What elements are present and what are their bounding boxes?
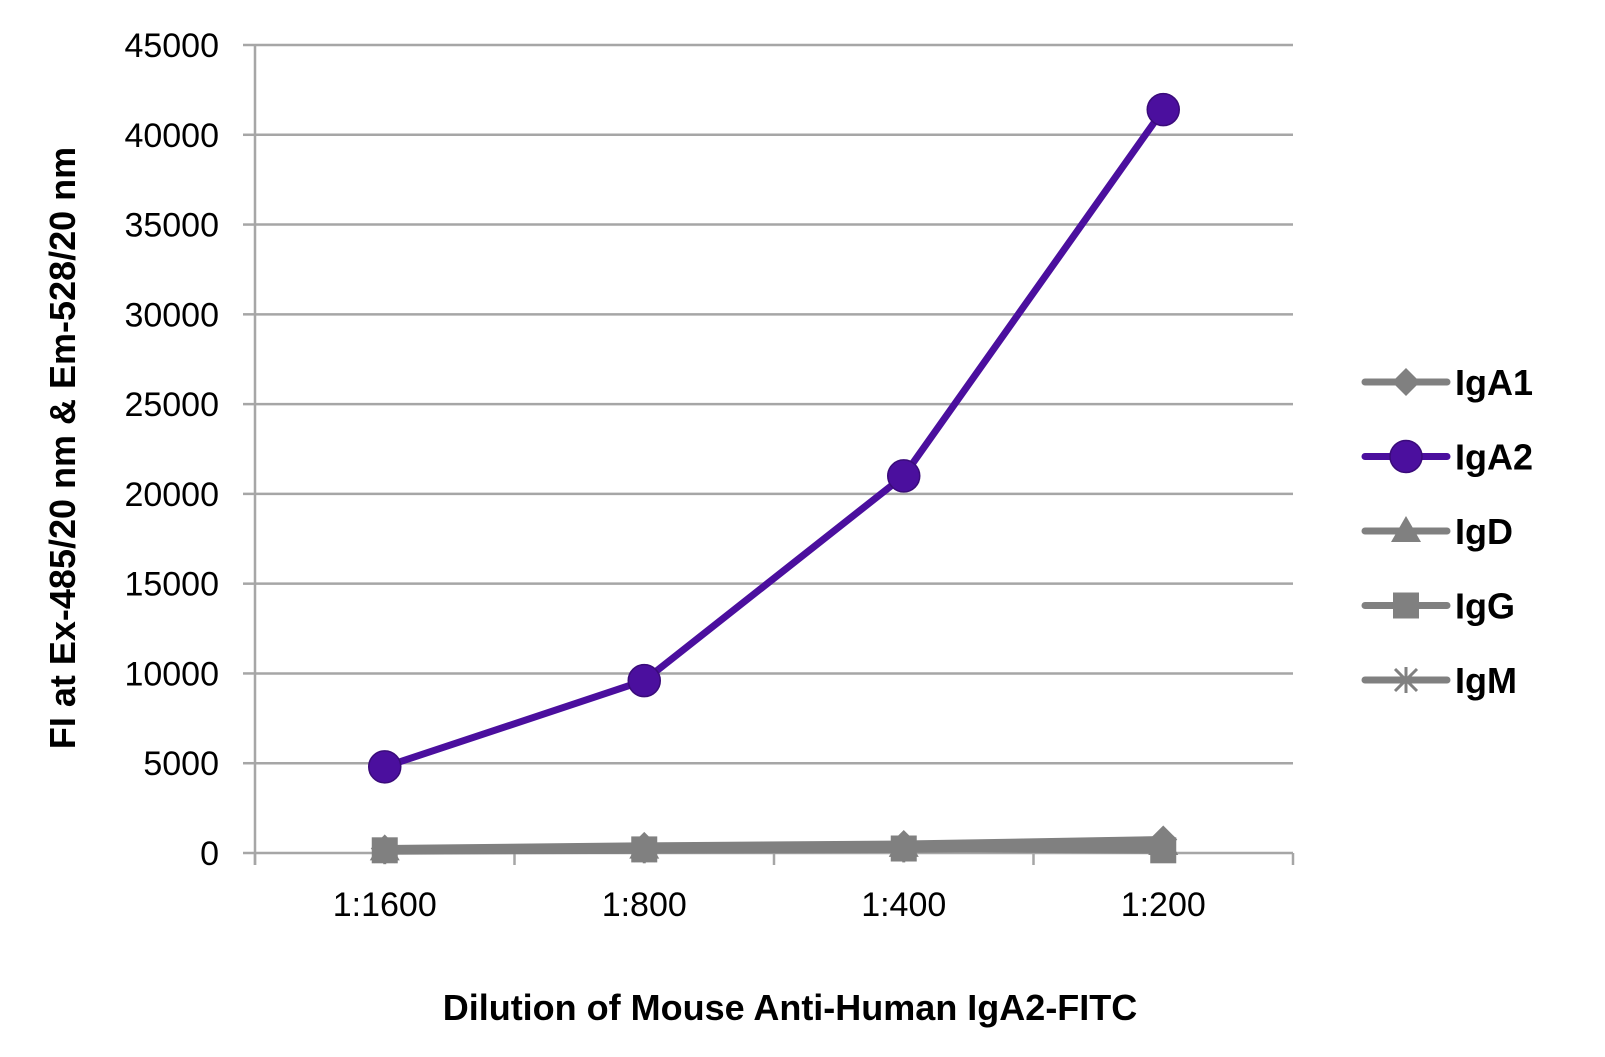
y-tick-label: 25000 (124, 386, 219, 424)
legend-label: IgM (1455, 660, 1517, 701)
legend-label: IgA2 (1455, 437, 1533, 478)
legend-item-iga2: IgA2 (1361, 437, 1533, 478)
legend-label: IgA1 (1455, 362, 1533, 403)
data-point-iga1 (889, 830, 918, 859)
x-tick-label: 1:200 (1121, 886, 1206, 924)
x-tick-label: 1:800 (602, 886, 687, 924)
legend-item-iga1: IgA1 (1361, 362, 1533, 403)
legend-marker-igm (1393, 667, 1419, 693)
data-point-iga1 (370, 834, 399, 863)
y-axis-title: FI at Ex-485/20 nm & Em-528/20 nm (42, 147, 83, 749)
gridlines (255, 43, 1293, 765)
data-point-iga2 (1146, 92, 1180, 127)
legend-marker-igg (1393, 592, 1419, 619)
legend-item-igd: IgD (1361, 511, 1513, 552)
series-iga1 (370, 825, 1178, 863)
legend-label: IgG (1455, 586, 1515, 627)
legend-item-igg: IgG (1361, 586, 1515, 627)
legend-marker-igd (1391, 516, 1421, 542)
y-tick-label: 30000 (124, 296, 219, 334)
data-point-iga1 (630, 831, 659, 860)
legend-marker-iga1 (1392, 368, 1420, 396)
series-line-iga2 (381, 106, 1167, 771)
tick-labels: 0 5000 10000 15000 20000 25000 30000 35000 40000… (124, 27, 1205, 924)
series-lines (368, 92, 1180, 865)
x-axis-title: Dilution of Mouse Anti-Human IgA2-FITC (443, 987, 1138, 1028)
y-tick-label: 40000 (124, 117, 219, 155)
legend-item-igm: IgM (1361, 660, 1517, 701)
legend-marker-iga2 (1389, 439, 1423, 474)
x-tick-label: 1:400 (861, 886, 946, 924)
series-line-iga1 (381, 836, 1167, 853)
data-point-iga1 (1149, 825, 1178, 854)
axes (243, 43, 1295, 865)
series-iga2 (368, 92, 1180, 784)
y-tick-label: 5000 (143, 745, 219, 783)
data-point-iga2 (627, 663, 661, 698)
y-tick-label: 45000 (124, 27, 219, 65)
y-tick-label: 10000 (124, 655, 219, 693)
legend: IgA1 IgA2 IgD IgG IgM (1361, 362, 1533, 701)
legend-label: IgD (1455, 511, 1513, 552)
y-tick-label: 35000 (124, 207, 219, 245)
y-tick-label: 15000 (124, 566, 219, 604)
x-tick-label: 1:1600 (333, 886, 437, 924)
data-point-iga2 (368, 750, 402, 784)
y-tick-label: 0 (200, 835, 219, 873)
y-tick-label: 20000 (124, 476, 219, 514)
data-point-iga2 (887, 459, 921, 493)
